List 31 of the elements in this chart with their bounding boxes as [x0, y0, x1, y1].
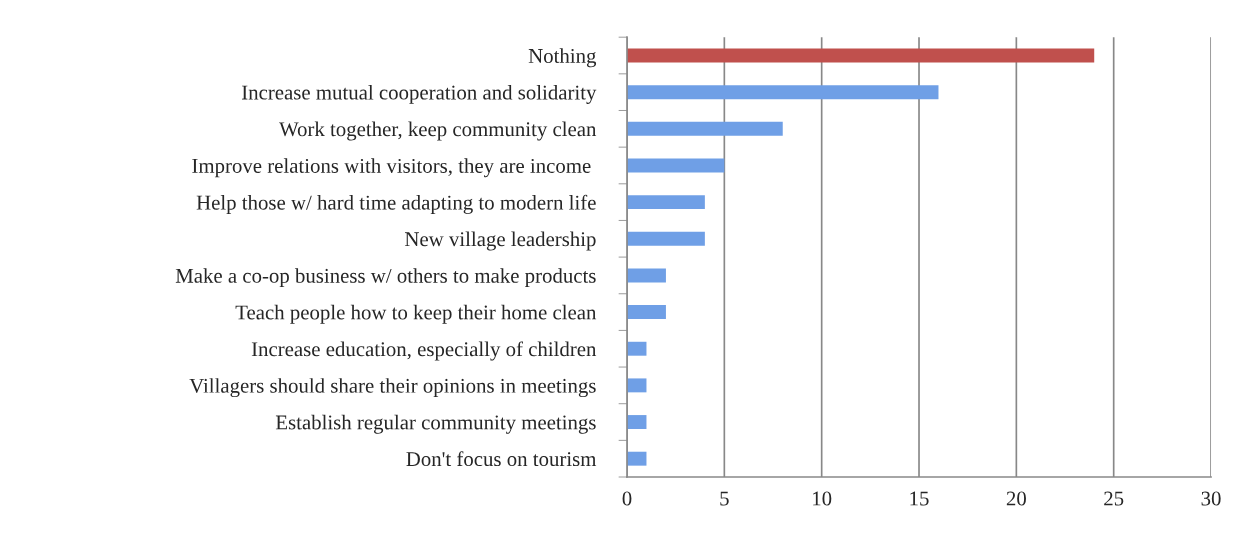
y-tick-label: Increase education, especially of children — [251, 341, 597, 361]
y-tick-label: Help those w/ hard time adapting to modern life — [196, 194, 596, 214]
x-tick-label: 5 — [720, 491, 729, 506]
x-tick-label: 30 — [1201, 491, 1221, 506]
y-tick-label: Teach people how to keep their home clean — [235, 304, 597, 324]
y-tick-label: Increase mutual cooperation and solidarity — [242, 84, 597, 104]
bar — [627, 231, 705, 246]
bar — [627, 121, 783, 136]
y-tick-label: Improve relations with visitors, they are income — [192, 158, 591, 178]
bar — [627, 85, 939, 100]
bar — [627, 451, 647, 466]
bar — [627, 341, 647, 356]
bar — [627, 378, 647, 393]
y-tick-label: Establish regular community meetings — [275, 414, 596, 434]
x-tick-label: 0 — [622, 491, 632, 506]
bar — [627, 268, 666, 283]
y-tick-label: Make a co-op business w/ others to make products — [175, 268, 596, 288]
y-tick-label: New village leadership — [404, 231, 596, 251]
y-tick-label: Villagers should share their opinions in meetings — [189, 378, 596, 398]
x-tick-label: 25 — [1104, 491, 1124, 506]
bar — [627, 195, 705, 210]
bar — [627, 158, 725, 173]
x-tick-label: 20 — [1006, 491, 1026, 506]
y-tick-label: Don't focus on tourism — [406, 451, 597, 467]
y-tick-label: Nothing — [528, 48, 597, 68]
bar — [627, 415, 647, 429]
bar — [627, 48, 1095, 63]
x-tick-label: 10 — [813, 491, 832, 506]
x-tick-label: 15 — [910, 491, 929, 506]
bar — [627, 305, 666, 320]
y-tick-label: Work together, keep community clean — [279, 121, 597, 141]
